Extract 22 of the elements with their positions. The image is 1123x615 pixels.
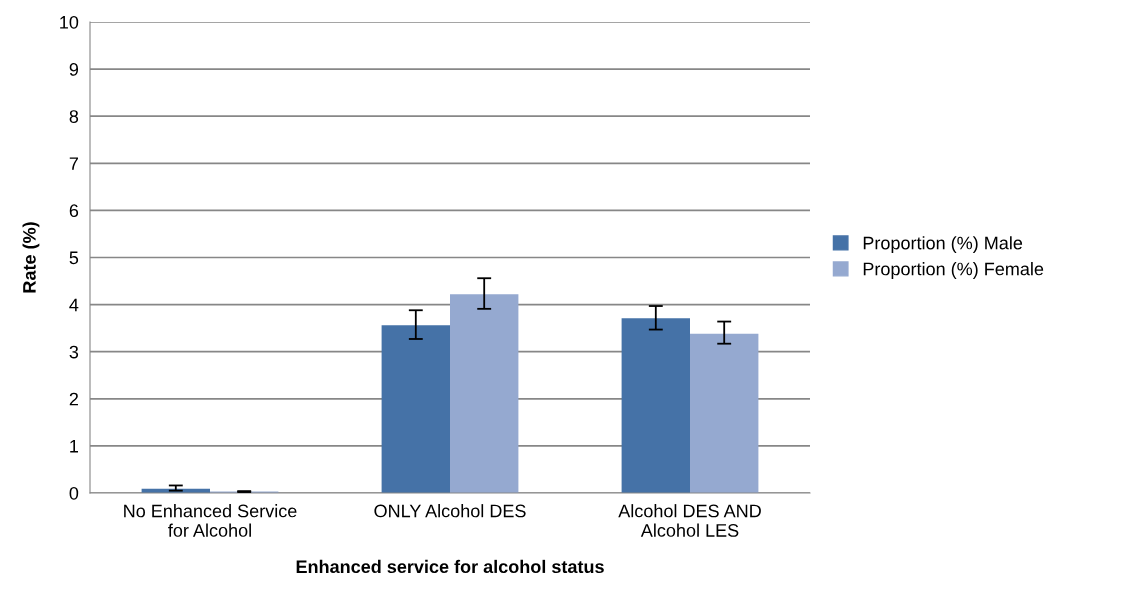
x-tick-label: Alcohol DES AND Alcohol LES [618,504,761,537]
y-tick-label: 2 [69,392,78,406]
bar [690,333,759,493]
x-axis-title: Enhanced service for alcohol status [296,559,604,574]
bar [450,294,519,493]
y-tick-label: 1 [70,440,79,453]
y-tick-label: 0 [69,486,79,500]
y-tick-label: 3 [69,345,79,359]
y-tick-label: 5 [69,251,79,265]
y-tick-label: 10 [60,15,79,29]
x-tick-label: ONLY Alcohol DES [374,504,526,518]
y-tick-label: 9 [69,63,79,76]
bar [381,325,450,493]
y-tick-label: 7 [69,157,78,170]
legend-label: Proportion (%) Female [863,262,1044,279]
y-tick-label: 4 [69,298,79,312]
x-tick-label: No Enhanced Service for Alcohol [124,504,297,537]
legend-label: Proportion (%) Male [863,236,1023,253]
y-tick-label: 6 [69,204,79,218]
y-tick-label: 8 [69,110,79,123]
y-axis-title: Rate (%) [22,222,40,293]
bar [621,318,690,493]
